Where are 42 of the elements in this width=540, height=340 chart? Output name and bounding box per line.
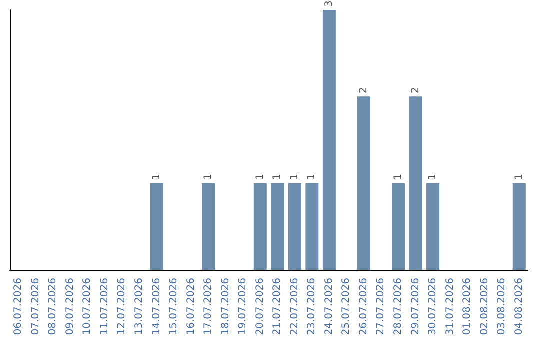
data-label: 2 (410, 87, 422, 94)
data-label: 1 (254, 174, 266, 180)
x-tick-label: 20.07.2026 (254, 278, 266, 336)
x-tick-label: 31.07.2026 (444, 278, 456, 336)
data-label: 1 (151, 174, 162, 180)
x-tick-label: 30.07.2026 (428, 278, 439, 336)
x-tick-label: 18.07.2026 (220, 278, 232, 336)
data-label: 2 (358, 87, 370, 94)
x-tick-label: 14.07.2026 (151, 278, 162, 336)
x-tick-label: 17.07.2026 (203, 278, 214, 336)
data-label: 3 (324, 0, 335, 7)
x-tick-label: 10.07.2026 (82, 278, 94, 336)
x-tick-label: 22.07.2026 (289, 278, 300, 336)
x-tick-label: 09.07.2026 (64, 278, 76, 336)
x-tick-label: 24.07.2026 (324, 278, 335, 336)
data-label: 1 (428, 174, 439, 180)
x-tick-label: 23.07.2026 (306, 278, 318, 336)
x-tick-label: 08.07.2026 (48, 278, 59, 336)
x-tick-label: 03.08.2026 (496, 278, 508, 336)
x-tick-label: 01.08.2026 (462, 278, 474, 336)
x-tick-label: 21.07.2026 (272, 278, 284, 336)
x-tick-label: 12.07.2026 (116, 278, 128, 336)
data-label: 1 (306, 174, 318, 180)
x-tick-label: 04.08.2026 (514, 278, 525, 336)
x-tick-label: 15.07.2026 (168, 278, 180, 336)
x-tick-label: 26.07.2026 (358, 278, 370, 336)
data-label: 1 (289, 174, 300, 180)
x-tick-label: 25.07.2026 (341, 278, 352, 336)
data-label: 1 (203, 174, 214, 180)
data-label: 1 (393, 174, 404, 180)
x-tick-label: 27.07.2026 (376, 278, 387, 336)
x-tick-label: 29.07.2026 (410, 278, 422, 336)
data-label: 1 (514, 174, 525, 180)
x-tick-label: 19.07.2026 (238, 278, 249, 336)
x-tick-label: 07.07.2026 (30, 278, 42, 336)
x-tick-label: 02.08.2026 (479, 278, 490, 336)
x-tick-label: 28.07.2026 (393, 278, 404, 336)
data-label: 1 (272, 174, 284, 180)
x-tick-label: 06.07.2026 (13, 278, 24, 336)
x-tick-label: 11.07.2026 (99, 278, 110, 336)
x-tick-label: 13.07.2026 (134, 278, 145, 336)
x-tick-label: 16.07.2026 (186, 278, 197, 336)
